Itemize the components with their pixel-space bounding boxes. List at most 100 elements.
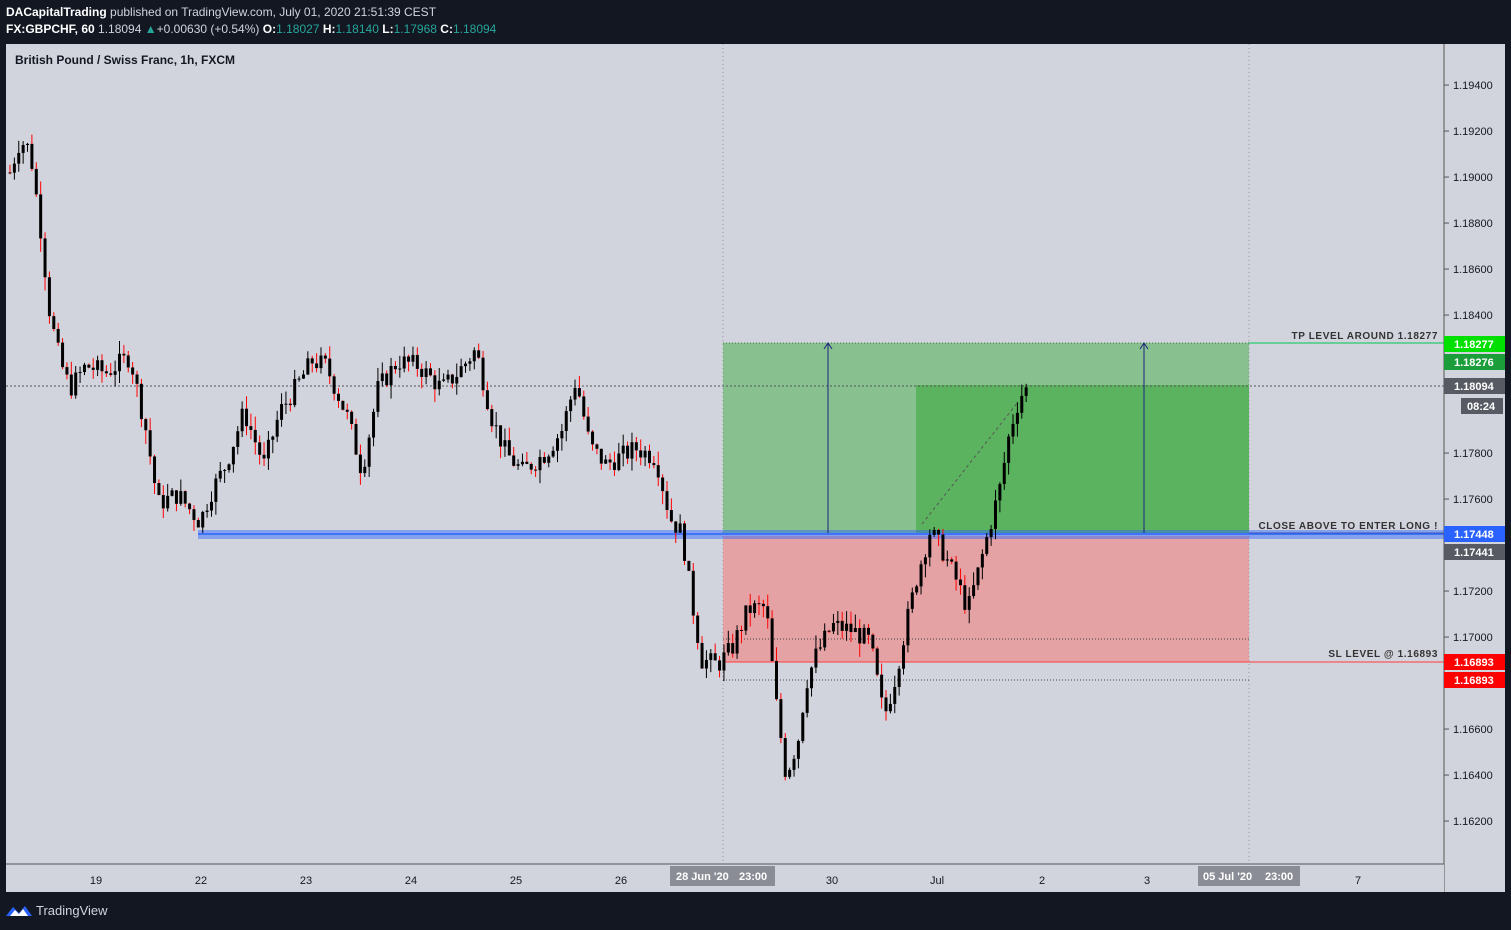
candle-up bbox=[297, 378, 301, 380]
stop-zone[interactable] bbox=[723, 536, 1249, 662]
candle-down bbox=[739, 629, 743, 631]
candle-down bbox=[779, 699, 783, 738]
candle-up bbox=[709, 653, 713, 660]
candle-down bbox=[415, 354, 419, 369]
arrow-head-icon bbox=[823, 342, 833, 350]
symbol-label[interactable]: FX:GBPCHF, 60 bbox=[6, 22, 95, 36]
candle-up bbox=[227, 464, 231, 471]
candle-up bbox=[363, 466, 367, 474]
candle-up bbox=[1011, 423, 1015, 437]
candle-down bbox=[713, 653, 717, 661]
candle-down bbox=[43, 238, 47, 278]
candle-down bbox=[652, 463, 656, 466]
candle-down bbox=[52, 316, 56, 329]
candle-down bbox=[731, 643, 735, 654]
entry-price-tag-2-text: 1.17441 bbox=[1454, 547, 1494, 559]
change-value: +0.00630 (+0.54%) bbox=[156, 22, 260, 36]
start-time-tag bbox=[670, 866, 775, 886]
candle-up bbox=[21, 144, 25, 153]
candle-down bbox=[840, 620, 844, 631]
time-tick-label: 24 bbox=[405, 875, 417, 887]
candle-down bbox=[634, 442, 638, 451]
trend-projection-line bbox=[921, 401, 1019, 525]
brand[interactable]: TradingView bbox=[6, 903, 108, 918]
candle-down bbox=[770, 618, 774, 661]
chart-svg[interactable]: British Pound / Swiss Franc, 1h, FXCM TP… bbox=[6, 44, 1505, 892]
candle-down bbox=[245, 408, 249, 427]
candle-down bbox=[148, 430, 152, 457]
candle-up bbox=[389, 365, 393, 386]
candle-down bbox=[253, 429, 257, 443]
candle-up bbox=[569, 399, 573, 412]
candle-down bbox=[507, 440, 511, 456]
candle-up bbox=[753, 603, 757, 613]
candle-down bbox=[775, 660, 778, 700]
candle-down bbox=[337, 393, 340, 401]
candle-up bbox=[915, 586, 919, 593]
candle-down bbox=[718, 660, 722, 671]
candle-up bbox=[240, 408, 244, 432]
candle-down bbox=[249, 426, 253, 430]
candle-up bbox=[459, 366, 463, 377]
candle-up bbox=[319, 355, 323, 369]
sl-annotation[interactable]: SL LEVEL @ 1.16893 bbox=[1328, 649, 1438, 660]
candle-down bbox=[135, 374, 139, 384]
price-tick-label: 1.18600 bbox=[1453, 264, 1493, 276]
time-tick-label: 2 bbox=[1039, 875, 1045, 887]
candle-up bbox=[280, 404, 284, 420]
price-scale[interactable] bbox=[1444, 44, 1505, 892]
candle-down bbox=[683, 523, 687, 561]
candle-down bbox=[288, 403, 292, 406]
author-name[interactable]: DACapitalTrading bbox=[6, 5, 107, 19]
candle-up bbox=[179, 491, 183, 504]
tp-annotation[interactable]: TP LEVEL AROUND 1.18277 bbox=[1292, 331, 1438, 342]
candle-down bbox=[407, 356, 411, 362]
change-arrow-icon: ▲ bbox=[144, 22, 157, 36]
candle-down bbox=[871, 634, 875, 649]
candle-up bbox=[818, 647, 822, 649]
high-value: 1.18140 bbox=[335, 22, 379, 36]
candle-down bbox=[144, 419, 148, 431]
candle-down bbox=[341, 400, 345, 410]
candle-down bbox=[34, 168, 38, 195]
price-tick-label: 1.16400 bbox=[1453, 770, 1493, 782]
candle-down bbox=[122, 353, 126, 356]
candle-down bbox=[393, 365, 397, 370]
time-tick-label: 26 bbox=[615, 875, 627, 887]
end-date: 05 Jul '20 bbox=[1203, 871, 1252, 883]
candle-up bbox=[372, 411, 376, 438]
candle-down bbox=[626, 445, 630, 459]
candle-down bbox=[174, 490, 178, 504]
candle-down bbox=[884, 697, 888, 712]
tp-price-tag bbox=[1444, 336, 1505, 352]
candle-down bbox=[950, 559, 954, 562]
candle-down bbox=[542, 456, 546, 463]
candle-up bbox=[998, 484, 1002, 501]
candle-up bbox=[538, 456, 542, 471]
candle-down bbox=[385, 373, 389, 386]
end-time: 23:00 bbox=[1265, 871, 1293, 883]
candle-up bbox=[976, 567, 980, 586]
chart-area[interactable]: British Pound / Swiss Franc, 1h, FXCM TP… bbox=[6, 44, 1505, 892]
entry-annotation[interactable]: CLOSE ABOVE TO ENTER LONG ! bbox=[1258, 521, 1438, 532]
candle-down bbox=[332, 376, 336, 394]
candle-down bbox=[477, 350, 481, 358]
candle-down bbox=[315, 363, 319, 369]
candle-up bbox=[118, 353, 121, 372]
sl-price-tag-2-text: 1.16893 bbox=[1454, 675, 1494, 687]
price-ticks: 1.162001.164001.166001.168001.170001.172… bbox=[1444, 80, 1493, 828]
candle-up bbox=[919, 564, 923, 587]
candle-down bbox=[941, 534, 945, 561]
candle-down bbox=[126, 355, 130, 368]
candle-down bbox=[490, 409, 494, 427]
candle-down bbox=[669, 510, 673, 522]
candle-up bbox=[170, 490, 174, 496]
candle-down bbox=[954, 561, 958, 580]
candle-down bbox=[691, 570, 695, 616]
candle-up bbox=[836, 620, 840, 624]
candle-down bbox=[428, 368, 432, 376]
ohlc-line: FX:GBPCHF, 60 1.18094 ▲+0.00630 (+0.54%)… bbox=[6, 21, 1506, 38]
candle-down bbox=[87, 364, 91, 368]
last-price: 1.18094 bbox=[98, 22, 142, 36]
candle-down bbox=[109, 373, 113, 375]
